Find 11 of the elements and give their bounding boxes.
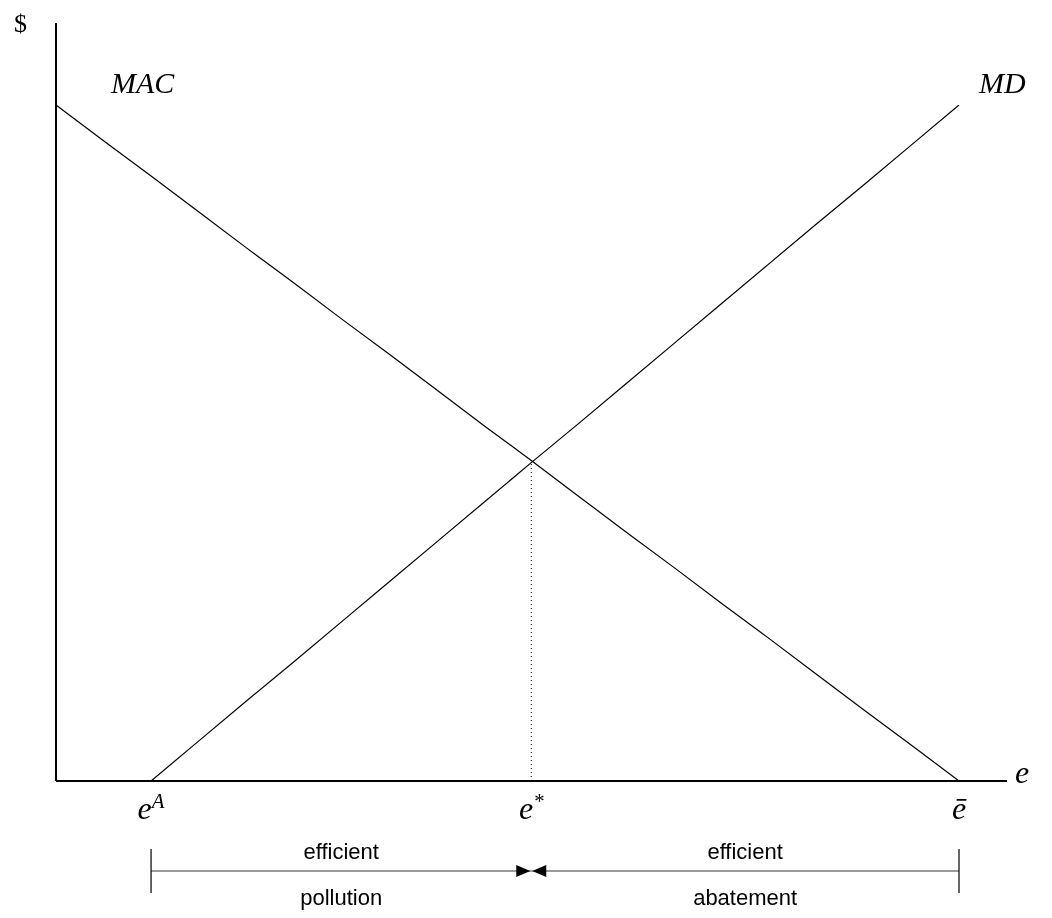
text: pollution (300, 885, 383, 910)
series-label: MAC (110, 66, 176, 99)
text: efficient (303, 839, 379, 864)
x-tick-label: e$^{A}$ (137, 788, 165, 826)
y-axis-title: $ (14, 9, 27, 38)
series-label: MD (978, 66, 1026, 99)
x-tick-label: ē (951, 790, 967, 826)
text: efficient (707, 839, 783, 864)
text: abatement (693, 885, 798, 910)
x-tick-label: e$^{*}$ (518, 788, 545, 826)
x-axis-title: e (1015, 754, 1030, 790)
